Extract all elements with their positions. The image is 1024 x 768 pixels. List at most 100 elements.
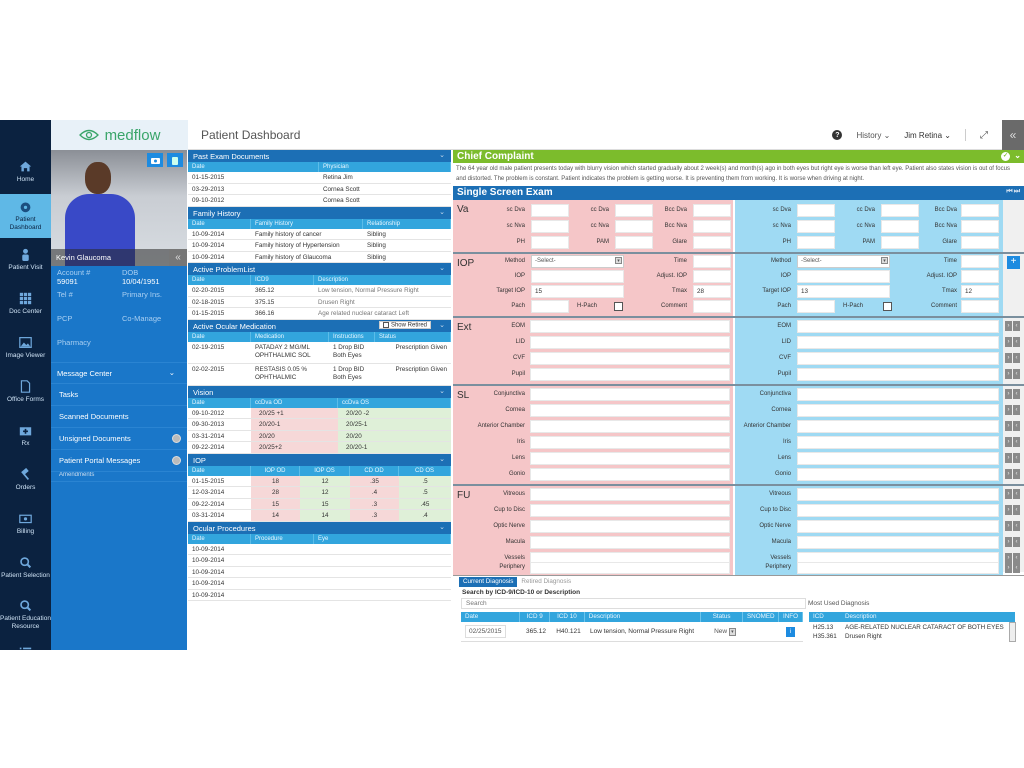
os-target-iop-field[interactable]: 13 [797,285,890,298]
os-cc-dva-field[interactable] [881,204,919,217]
table-row[interactable]: 10-09-2014 Family history of Glaucoma Sibl… [188,252,451,263]
copy-arrows[interactable]: › ‹ [1005,563,1020,573]
table-row[interactable]: 09-22-2014 20/25+2 20/20-1 [188,442,451,454]
table-row[interactable]: 10-09-2014 [188,555,451,567]
info-button[interactable]: i [786,626,795,637]
os-comment-field[interactable] [961,300,999,313]
message-item-portal[interactable]: Patient Portal Messages [51,450,187,472]
od-optic-nerve-field[interactable] [530,520,730,533]
table-row[interactable]: 09-30-2013 20/20-1 20/25-1 [188,419,451,431]
family-history-header[interactable]: Family History ⌄ [188,206,451,219]
iop-header[interactable]: IOP ⌄ [188,453,451,466]
os-sc-nva-field[interactable] [797,220,835,233]
os-pupil-field[interactable] [797,368,999,381]
copy-arrows[interactable]: › ‹ [1005,421,1020,431]
diagnosis-row[interactable]: 02/25/2015 365.12 H40.121 Low tension, N… [461,622,803,642]
table-row[interactable]: 10-09-2014 [188,578,451,590]
od-adjust-iop-field[interactable] [693,270,731,283]
copy-arrows[interactable]: › ‹ [1005,521,1020,531]
chief-complaint-header[interactable]: Chief Complaint ✓ ⌄ [453,150,1024,163]
nav-patient-selection[interactable]: Patient Selection [0,546,51,590]
od-tmax-field[interactable]: 28 [693,285,731,298]
nav-image-viewer[interactable]: Image Viewer [0,326,51,370]
message-item-unsigned[interactable]: Unsigned Documents [51,428,187,450]
chevron-down-icon[interactable]: ⌄ [1014,151,1021,160]
id-card-button[interactable] [167,153,183,167]
medication-header[interactable]: Active Ocular Medication Show Retired ⌄ [188,319,451,332]
past-exams-header[interactable]: Past Exam Documents ⌄ [188,150,451,162]
user-dropdown[interactable]: Jim Retina ⌄ [904,130,951,140]
nav-home[interactable]: Home [0,150,51,194]
table-row[interactable]: 01-15-2015 Retina Jim [188,172,451,184]
od-cc-nva-field[interactable] [615,220,653,233]
os-cup-to-disc-field[interactable] [797,504,999,517]
os-sc-dva-field[interactable] [797,204,835,217]
od-bcc-nva-field[interactable] [693,220,731,233]
table-row[interactable]: 02-18-2015 375.15 Drusen Right [188,297,451,308]
os-iop-time-field[interactable] [961,255,999,268]
message-center-header[interactable]: Message Center ⌄ [51,362,187,384]
os-periphery-field[interactable] [797,562,999,574]
os-optic-nerve-field[interactable] [797,520,999,533]
od-bcc-dva-field[interactable] [693,204,731,217]
od-cornea-field[interactable] [530,404,730,417]
table-row[interactable]: 03-31-2014 14 14.3.4 [188,510,451,522]
os-hpach-checkbox[interactable] [883,302,892,311]
od-macula-field[interactable] [530,536,730,549]
table-row[interactable]: 02-20-2015 365.12 Low tension, Normal Pres… [188,285,451,297]
table-row[interactable]: 10-09-2014 Family history of Hypertension… [188,240,451,252]
os-lid-field[interactable] [797,336,999,349]
table-row[interactable]: 02-02-2015 RESTASIS 0.05 % OPHTHALMIC 1 Dr… [188,364,451,386]
table-row[interactable]: 09-10-2012 Cornea Scott [188,195,451,207]
od-cvf-field[interactable] [530,352,730,365]
problem-list-header[interactable]: Active ProblemList ⌄ [188,263,451,275]
od-iop-time-field[interactable] [693,255,731,268]
od-gonio-field[interactable] [530,468,730,481]
os-cc-nva-field[interactable] [881,220,919,233]
od-sc-nva-field[interactable] [531,220,569,233]
copy-arrows[interactable]: › ‹ [1005,537,1020,547]
od-pupil-field[interactable] [530,368,730,381]
od-anterior-chamber-field[interactable] [530,420,730,433]
copy-arrows[interactable]: › ‹ [1005,337,1020,347]
os-pam-field[interactable] [881,236,919,249]
vision-header[interactable]: Vision ⌄ [188,385,451,398]
od-pam-field[interactable] [615,236,653,249]
os-cvf-field[interactable] [797,352,999,365]
od-glare-field[interactable] [693,236,731,249]
camera-button[interactable] [147,153,163,167]
copy-arrows[interactable]: › ‹ [1005,321,1020,331]
nav-rx[interactable]: Rx [0,414,51,458]
os-vitreous-field[interactable] [797,488,999,501]
od-eom-field[interactable] [530,320,730,333]
nav-patient-visit[interactable]: Patient Visit [0,238,51,282]
most-used-row[interactable]: H25.13 AGE-RELATED NUCLEAR CATARACT OF B… [813,624,1004,631]
os-iop-method-select[interactable]: -Select- ▾ [797,255,890,268]
os-cornea-field[interactable] [797,404,999,417]
copy-arrows[interactable]: › ‹ [1005,437,1020,447]
od-iris-field[interactable] [530,436,730,449]
od-sc-dva-field[interactable] [531,204,569,217]
table-row[interactable]: 10-09-2014 [188,544,451,555]
nav-billing[interactable]: Billing [0,502,51,546]
os-macula-field[interactable] [797,536,999,549]
copy-arrows[interactable]: › ‹ [1005,369,1020,379]
od-vitreous-field[interactable] [530,488,730,501]
od-target-iop-field[interactable]: 15 [531,285,624,298]
message-item-tasks[interactable]: Tasks [51,384,187,406]
table-row[interactable]: 03-31-2014 20/20 20/20 [188,430,451,442]
procedures-header[interactable]: Ocular Procedures ⌄ [188,521,451,534]
od-conjunctiva-field[interactable] [530,388,730,401]
diagnosis-date-field[interactable]: 02/25/2015 [465,625,506,638]
os-lens-field[interactable] [797,452,999,465]
show-retired-checkbox[interactable]: Show Retired [379,320,431,330]
nav-patient-education[interactable]: Patient Education Resource [0,590,51,640]
message-item-amendments[interactable]: Amendments [51,472,187,482]
nav-orders[interactable]: Orders [0,458,51,502]
tab-current-diagnosis[interactable]: Current Diagnosis [459,577,518,587]
table-row[interactable]: 03-29-2013 Cornea Scott [188,184,451,195]
od-hpach-checkbox[interactable] [614,302,623,311]
od-iop-method-select[interactable]: -Select- ▾ [531,255,624,268]
od-periphery-field[interactable] [530,562,730,574]
copy-arrows[interactable]: › ‹ [1005,505,1020,515]
